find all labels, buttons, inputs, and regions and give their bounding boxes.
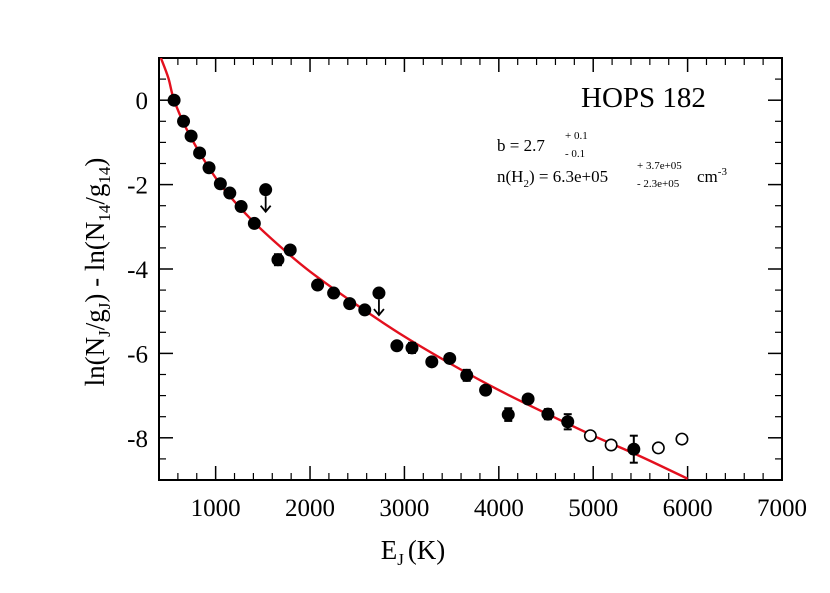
data-point: [627, 442, 641, 456]
x-tick-label: 5000: [568, 495, 618, 522]
x-tick-label: 7000: [757, 495, 807, 522]
tick-labels: 1000 2000 3000 4000 5000 6000 7000 0 -2 -4 -6 -8: [127, 88, 807, 522]
data-point: [561, 415, 575, 429]
data-point: [213, 177, 227, 191]
density-annotation: n(H2) = 6.3e+05 + 3.7e+05 - 2.3e+05 cm-3: [497, 160, 727, 190]
data-point: [358, 303, 372, 317]
data-point: [405, 341, 419, 355]
data-point: [184, 129, 198, 143]
x-tick-label: 4000: [474, 495, 524, 522]
x-axis-title: EJ (K): [381, 535, 446, 569]
data-point: [247, 216, 261, 230]
upper-limit-point: [372, 286, 386, 300]
density-unit: cm-3: [697, 166, 727, 186]
data-points: [167, 93, 689, 464]
data-point: [443, 351, 457, 365]
plot-frame: [158, 57, 783, 481]
data-point: [283, 243, 297, 257]
data-point: [501, 408, 515, 422]
data-point: [390, 339, 404, 353]
b-upper-error: + 0.1: [565, 130, 588, 142]
open-data-point: [604, 438, 618, 452]
y-tick-label: -4: [127, 257, 148, 284]
y-tick-label: -8: [127, 426, 148, 453]
b-lower-error: - 0.1: [565, 148, 585, 160]
data-point: [202, 161, 216, 175]
density-lower-error: - 2.3e+05: [637, 178, 680, 190]
density-upper-error: + 3.7e+05: [637, 160, 682, 172]
fit-curve: [159, 58, 689, 480]
upper-limit-point: [259, 183, 273, 197]
data-point: [460, 368, 474, 382]
upper-limit-arrowhead: [373, 308, 385, 317]
chart-title: HOPS 182: [581, 82, 706, 114]
b-value: b = 2.7: [497, 136, 545, 155]
open-data-point: [651, 441, 665, 455]
data-point: [193, 146, 207, 160]
x-tick-label: 6000: [663, 495, 713, 522]
data-point: [521, 392, 535, 406]
open-data-point: [675, 432, 689, 446]
y-axis-title: ln(NJ/gJ) - ln(N14/g14): [80, 158, 114, 387]
y-tick-label: -2: [127, 173, 148, 200]
x-tick-label: 2000: [285, 495, 335, 522]
data-point: [234, 200, 248, 214]
x-tick-label: 1000: [191, 495, 241, 522]
data-point: [479, 383, 493, 397]
axis-ticks: [158, 57, 783, 481]
data-point: [311, 278, 325, 292]
data-point: [425, 355, 439, 369]
y-tick-label: -6: [127, 341, 148, 368]
data-point: [327, 286, 341, 300]
data-point: [223, 186, 237, 200]
density-label: n(H2) = 6.3e+05: [497, 167, 608, 190]
x-tick-label: 3000: [379, 495, 429, 522]
plot-area: [159, 58, 689, 480]
upper-limit-arrowhead: [259, 205, 272, 214]
open-data-point: [583, 429, 597, 443]
data-point: [177, 114, 191, 128]
data-point: [271, 253, 285, 267]
data-point: [541, 407, 555, 421]
b-annotation: b = 2.7 + 0.1 - 0.1: [497, 130, 588, 160]
data-point: [343, 297, 357, 311]
y-tick-label: 0: [136, 88, 149, 115]
data-point: [167, 93, 181, 107]
